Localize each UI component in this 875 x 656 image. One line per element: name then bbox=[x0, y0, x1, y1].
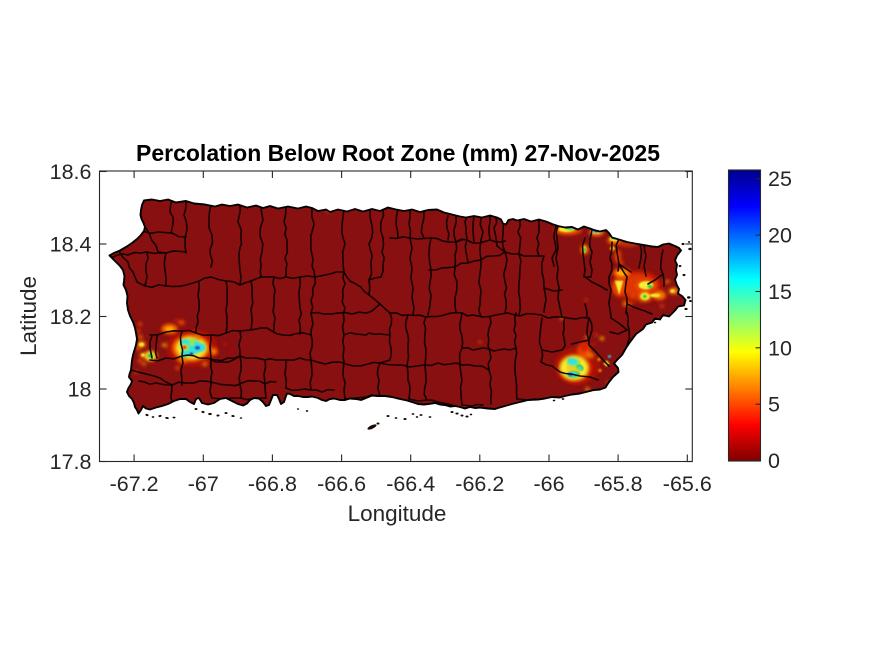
svg-text:Latitude: Latitude bbox=[16, 276, 41, 356]
svg-text:0: 0 bbox=[768, 449, 780, 473]
svg-text:18.2: 18.2 bbox=[50, 305, 92, 329]
svg-text:-67: -67 bbox=[188, 472, 219, 496]
svg-text:10: 10 bbox=[768, 336, 792, 360]
svg-text:-67.2: -67.2 bbox=[110, 472, 159, 496]
svg-text:-66.4: -66.4 bbox=[386, 472, 435, 496]
svg-text:25: 25 bbox=[768, 167, 792, 191]
svg-text:5: 5 bbox=[768, 393, 780, 417]
svg-text:17.8: 17.8 bbox=[50, 450, 92, 474]
svg-text:20: 20 bbox=[768, 224, 792, 248]
svg-text:-66.8: -66.8 bbox=[248, 472, 297, 496]
svg-text:-66: -66 bbox=[533, 472, 564, 496]
svg-text:18.4: 18.4 bbox=[50, 233, 92, 257]
svg-text:Longitude: Longitude bbox=[348, 501, 447, 526]
svg-text:18: 18 bbox=[68, 378, 92, 402]
svg-text:-65.8: -65.8 bbox=[594, 472, 643, 496]
svg-text:15: 15 bbox=[768, 280, 792, 304]
svg-text:-65.6: -65.6 bbox=[663, 472, 712, 496]
svg-text:18.6: 18.6 bbox=[50, 160, 92, 184]
svg-text:-66.6: -66.6 bbox=[317, 472, 366, 496]
svg-text:-66.2: -66.2 bbox=[455, 472, 504, 496]
svg-text:Percolation Below Root Zone (m: Percolation Below Root Zone (mm) 27-Nov-… bbox=[136, 140, 660, 166]
